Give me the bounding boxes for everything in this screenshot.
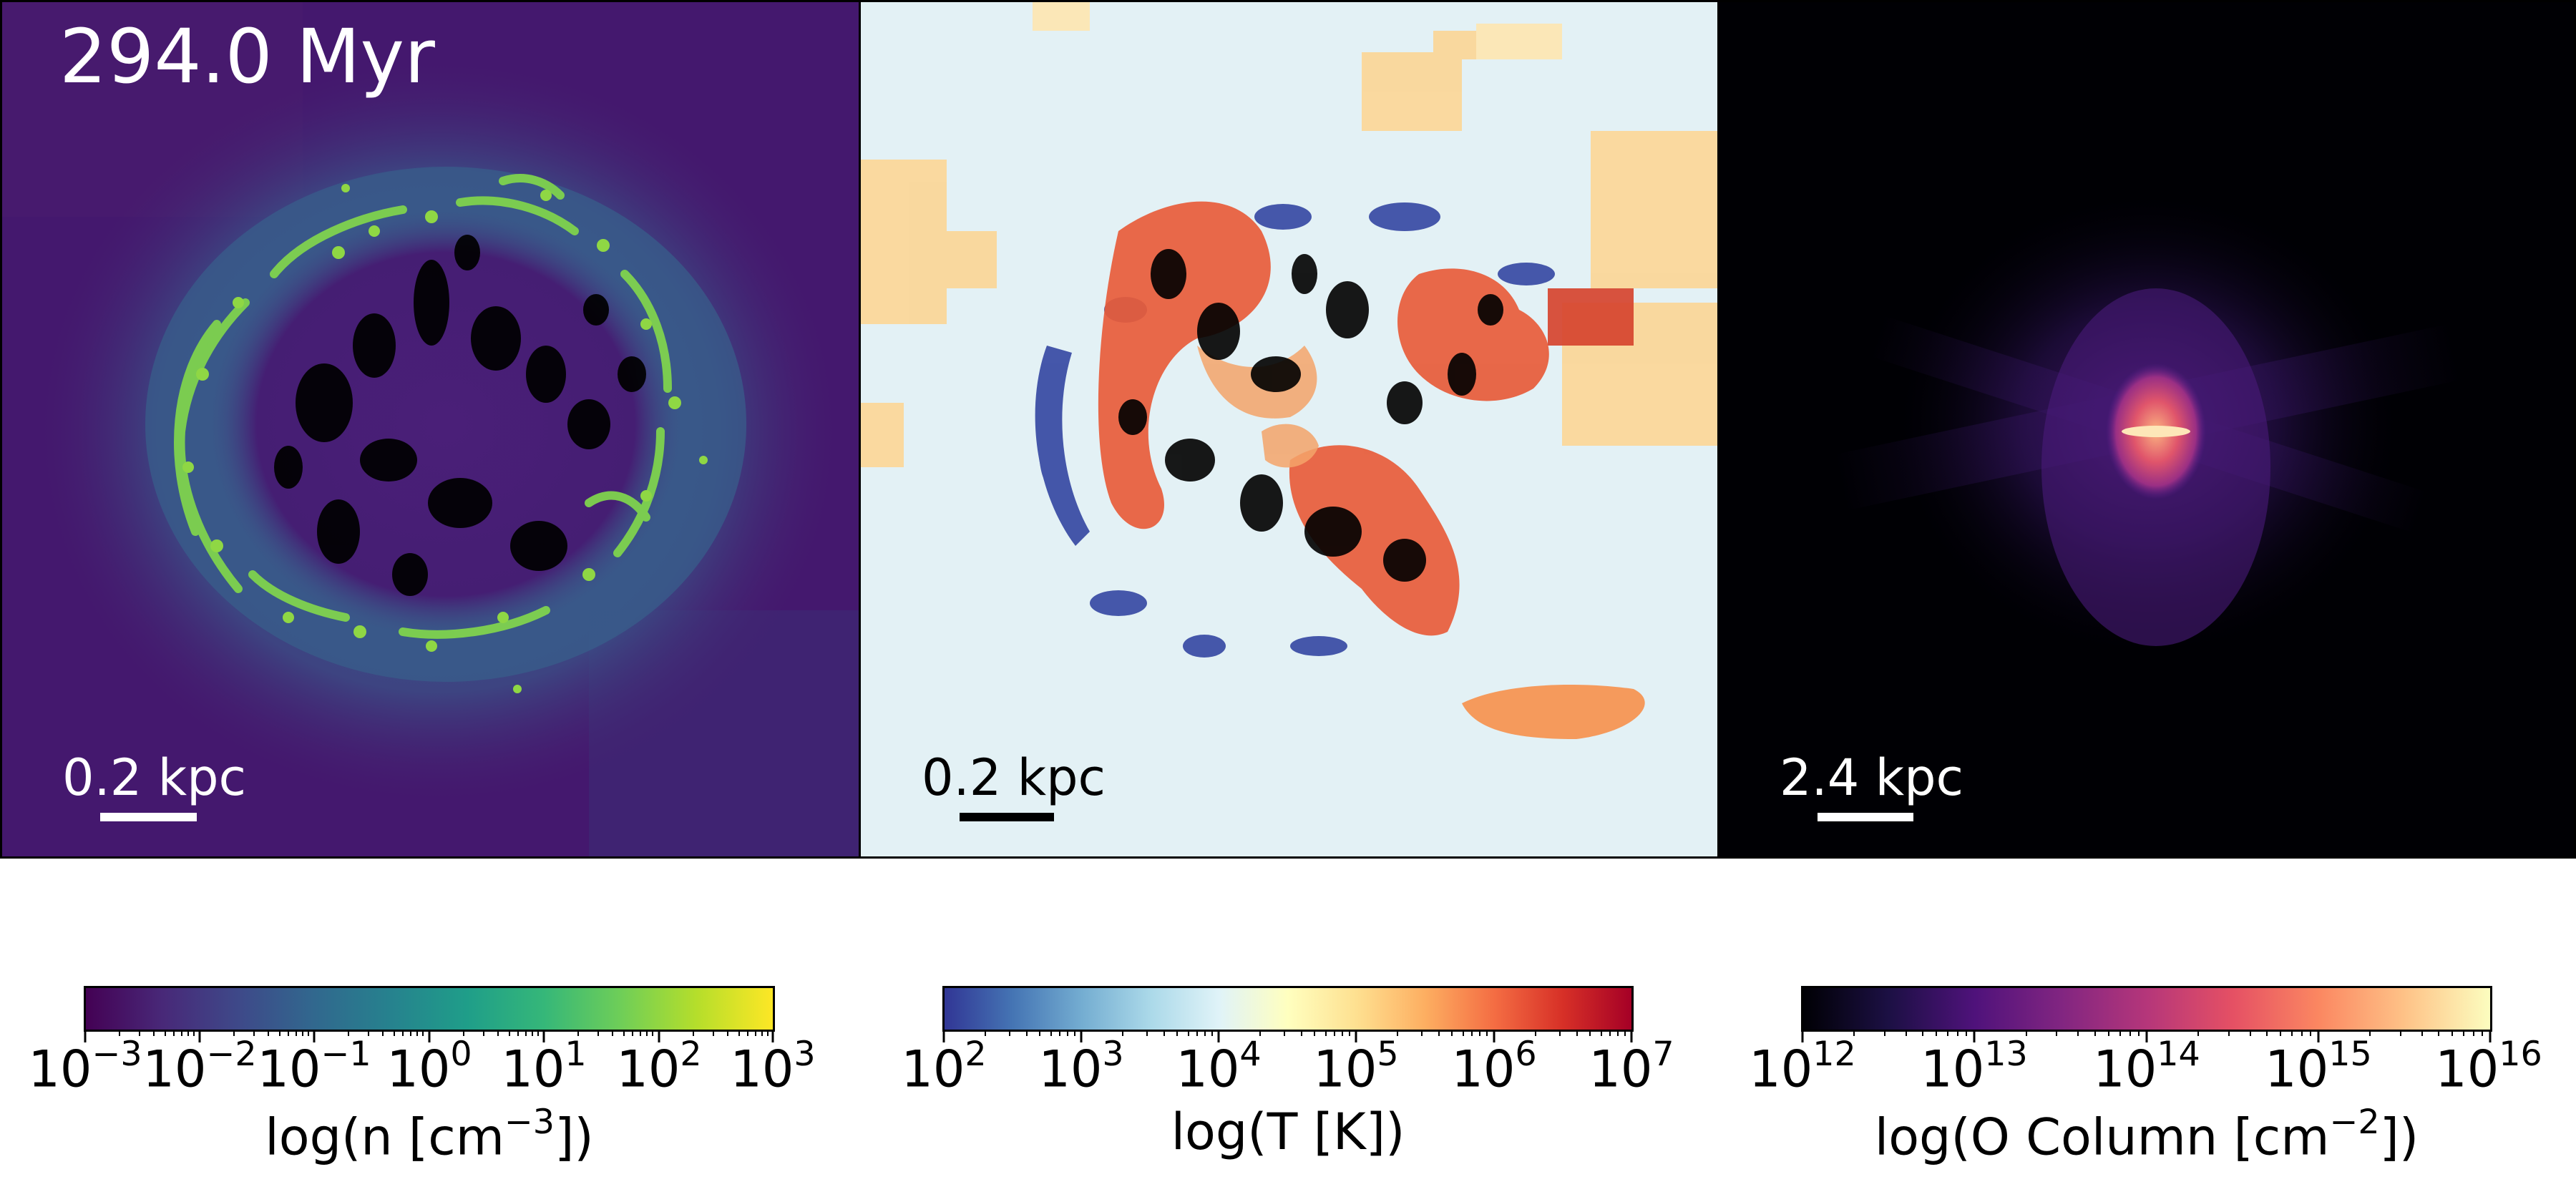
temperature-tick-label: 104 bbox=[1176, 1035, 1262, 1099]
temperature-tick-label: 103 bbox=[1038, 1035, 1124, 1099]
oxygen-column-tick-label: 1014 bbox=[2093, 1035, 2200, 1099]
oxygen-column-tick-label: 1016 bbox=[2435, 1035, 2542, 1099]
temperature-tick-label: 105 bbox=[1313, 1035, 1399, 1099]
temperature-colorbar-title: log(T [K]) bbox=[1171, 1103, 1405, 1161]
scale-bar-label: 0.2 kpc bbox=[922, 748, 1106, 807]
oxygen-column-colorbar-title: log(O Column [cm−2]) bbox=[1874, 1103, 2419, 1167]
oxygen-column-colorbar-ticks bbox=[1801, 1030, 2492, 1042]
temperature-tick-label: 102 bbox=[901, 1035, 987, 1099]
temperature-map bbox=[861, 2, 1717, 856]
oxygen-column-colorbar bbox=[1801, 986, 2492, 1032]
scale-bar bbox=[100, 813, 197, 821]
time-label: 294.0 Myr bbox=[59, 13, 435, 100]
oxygen-column-tick-label: 1015 bbox=[2265, 1035, 2372, 1099]
oxygen-column-tick-label: 1012 bbox=[1749, 1035, 1856, 1099]
density-tick-label: 102 bbox=[616, 1035, 702, 1099]
density-colorbar-ticks bbox=[84, 1030, 774, 1042]
scale-bar bbox=[1818, 813, 1913, 821]
temperature-panel: 0.2 kpc bbox=[859, 0, 1719, 859]
density-map bbox=[2, 2, 859, 856]
temperature-tick-label: 106 bbox=[1451, 1035, 1537, 1099]
density-tick-label: 103 bbox=[730, 1035, 816, 1099]
density-panel: 294.0 Myr 0.2 kpc bbox=[0, 0, 861, 859]
temperature-colorbar-ticks bbox=[942, 1030, 1633, 1042]
density-tick-label: 10−1 bbox=[257, 1035, 371, 1099]
oxygen-column-panel: 2.4 kpc bbox=[1717, 0, 2576, 859]
scale-bar-label: 2.4 kpc bbox=[1780, 748, 1964, 807]
density-colorbar-title: log(n [cm−3]) bbox=[265, 1103, 594, 1167]
density-tick-label: 10−2 bbox=[142, 1035, 257, 1099]
oxygen-column-map bbox=[1719, 2, 2574, 856]
density-tick-label: 101 bbox=[501, 1035, 587, 1099]
density-tick-label: 10−3 bbox=[28, 1035, 142, 1099]
density-tick-label: 100 bbox=[386, 1035, 472, 1099]
oxygen-column-tick-label: 1013 bbox=[1921, 1035, 2028, 1099]
temperature-colorbar bbox=[942, 986, 1634, 1032]
density-colorbar bbox=[84, 986, 775, 1032]
scale-bar bbox=[960, 813, 1054, 821]
temperature-tick-label: 107 bbox=[1589, 1035, 1674, 1099]
scale-bar-label: 0.2 kpc bbox=[62, 748, 247, 807]
